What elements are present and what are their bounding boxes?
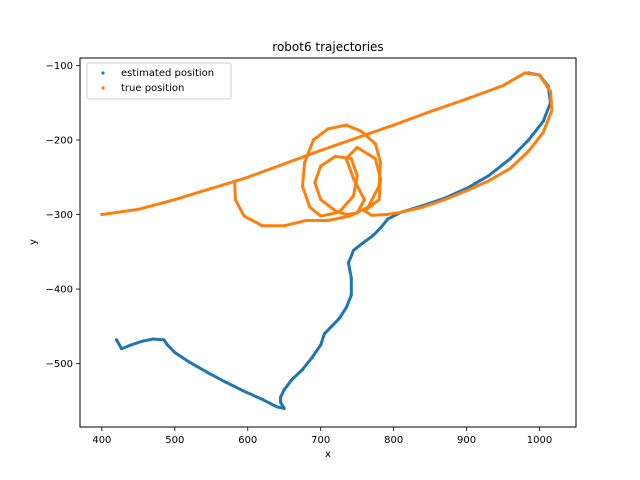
legend-label-estimated: estimated position — [121, 68, 214, 79]
trail-point — [303, 162, 306, 166]
series-true-position — [100, 71, 554, 228]
trail-point — [386, 212, 389, 216]
x-axis: 400 500 600 700 800 900 1000 — [92, 427, 552, 446]
trail-point — [400, 210, 404, 214]
trail-point — [327, 218, 331, 222]
trail-point — [150, 337, 154, 341]
trail-point — [313, 182, 317, 186]
trail-point — [347, 262, 351, 266]
x-tick-label: 400 — [92, 435, 111, 446]
plot-area — [100, 71, 554, 410]
y-tick-label: −100 — [46, 61, 73, 72]
x-tick-label: 500 — [165, 435, 184, 446]
trail-point — [172, 198, 176, 202]
trail-point — [234, 199, 238, 203]
trail-point — [233, 181, 237, 185]
trail-point — [550, 107, 554, 111]
trail-point — [135, 208, 139, 211]
legend-box — [86, 62, 232, 100]
series-estimated-position — [114, 71, 553, 410]
x-tick-label: 600 — [238, 435, 257, 446]
trail-point — [343, 123, 347, 127]
y-axis: −100 −200 −300 −400 −500 — [46, 61, 80, 370]
y-tick-label: −500 — [46, 359, 73, 370]
y-axis-label: y — [28, 239, 39, 245]
x-tick-label: 700 — [311, 435, 330, 446]
trail-point — [378, 159, 382, 163]
legend-label-true: true position — [121, 83, 184, 94]
x-tick-label: 800 — [384, 435, 403, 446]
trail-point — [245, 176, 249, 180]
trail-point — [377, 183, 381, 187]
legend-marker-estimated — [101, 71, 105, 75]
legend-marker-true — [101, 86, 105, 90]
trail-point — [301, 185, 305, 189]
trail-point — [349, 277, 353, 281]
trail-point — [391, 124, 394, 127]
chart-title: robot6 trajectories — [272, 40, 383, 54]
trail-point — [283, 224, 287, 227]
trail-point — [305, 219, 309, 222]
x-tick-label: 900 — [457, 435, 476, 446]
trail-point — [355, 173, 359, 177]
y-tick-label: −200 — [46, 136, 73, 147]
y-tick-label: −400 — [46, 285, 73, 296]
trail-point — [362, 197, 366, 201]
y-tick-label: −300 — [46, 210, 73, 221]
axes-frame — [79, 57, 577, 428]
trail-point — [349, 214, 353, 217]
x-tick-label: 1000 — [527, 435, 552, 446]
x-axis-label: x — [325, 449, 331, 460]
legend: estimated position true position — [86, 62, 232, 100]
